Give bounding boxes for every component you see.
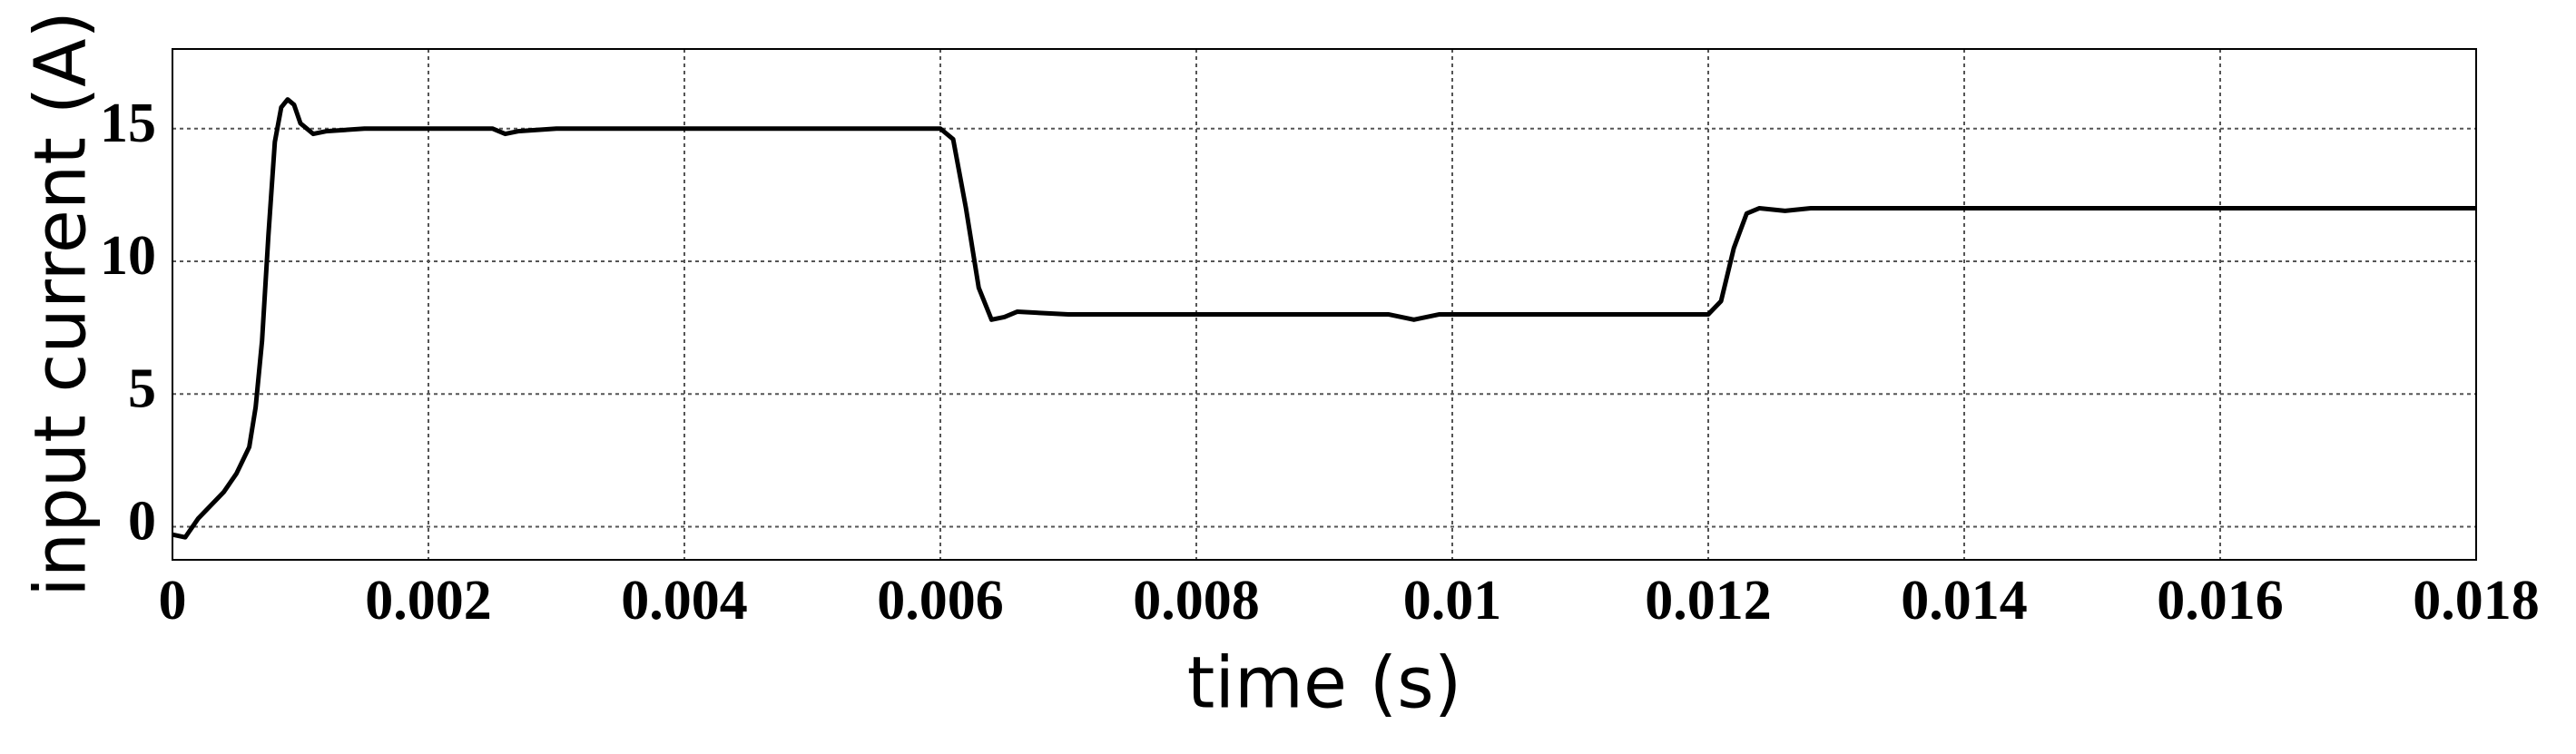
x-tick-label: 0.006 [877, 570, 1004, 632]
x-tick-label: 0.018 [2413, 570, 2540, 632]
plot-frame [172, 48, 2477, 561]
x-tick-label: 0.008 [1133, 570, 1260, 632]
x-tick-label: 0 [159, 570, 187, 632]
y-tick-label: 5 [128, 357, 156, 419]
data-line [172, 97, 2476, 540]
x-tick-label: 0.012 [1645, 570, 1772, 632]
x-tick-label: 0.002 [365, 570, 492, 632]
y-tick-label: 15 [100, 93, 156, 154]
x-tick-label: 0.014 [1901, 570, 2028, 632]
x-tick-label: 0.016 [2157, 570, 2284, 632]
y-axis-label: input current (A) [20, 11, 102, 597]
x-tick-label: 0.004 [621, 570, 748, 632]
x-axis-label: time (s) [1187, 642, 1462, 724]
x-tick-label: 0.01 [1403, 570, 1502, 632]
y-tick-label: 10 [100, 225, 156, 287]
y-tick-label: 0 [128, 491, 156, 553]
